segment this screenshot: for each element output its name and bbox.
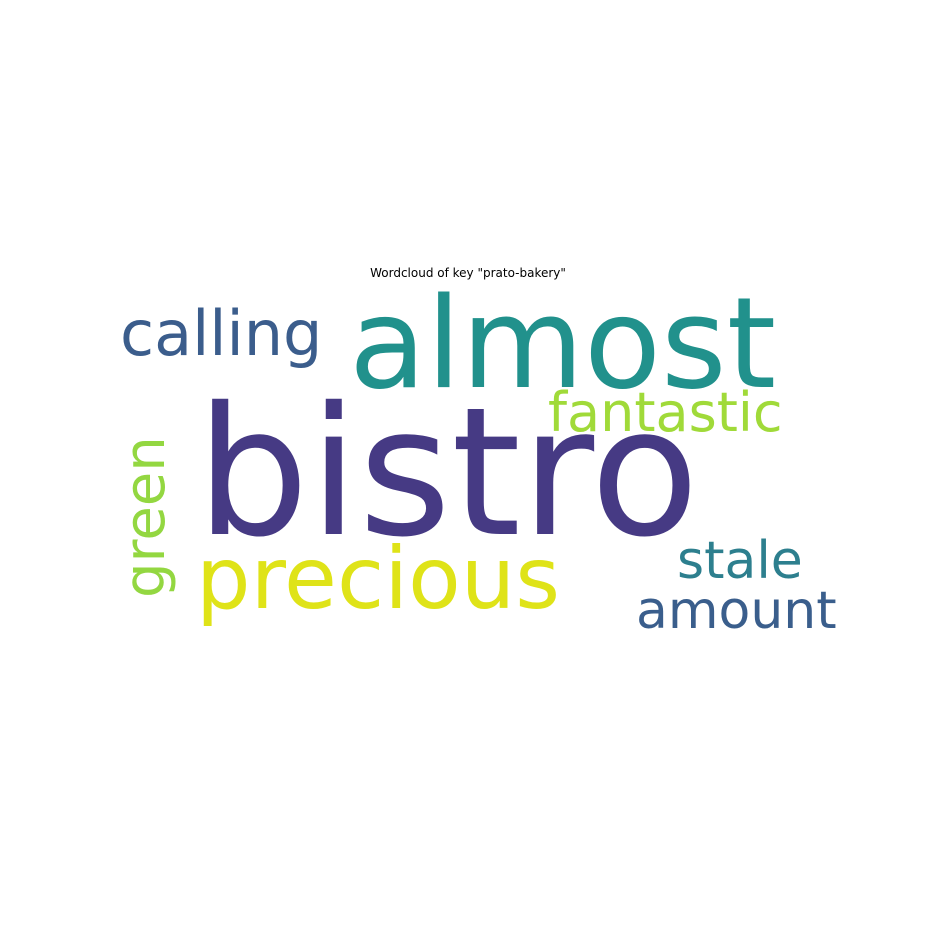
word-calling: calling (120, 297, 322, 370)
word-bistro: bistro (196, 369, 699, 576)
word-almost: almost (349, 270, 776, 417)
word-stale: stale (677, 531, 803, 591)
word-amount: amount (636, 581, 837, 641)
chart-title: Wordcloud of key "prato-bakery" (370, 266, 566, 280)
word-precious: precious (196, 529, 560, 629)
word-green: green (113, 436, 178, 598)
word-fantastic: fantastic (548, 381, 783, 444)
